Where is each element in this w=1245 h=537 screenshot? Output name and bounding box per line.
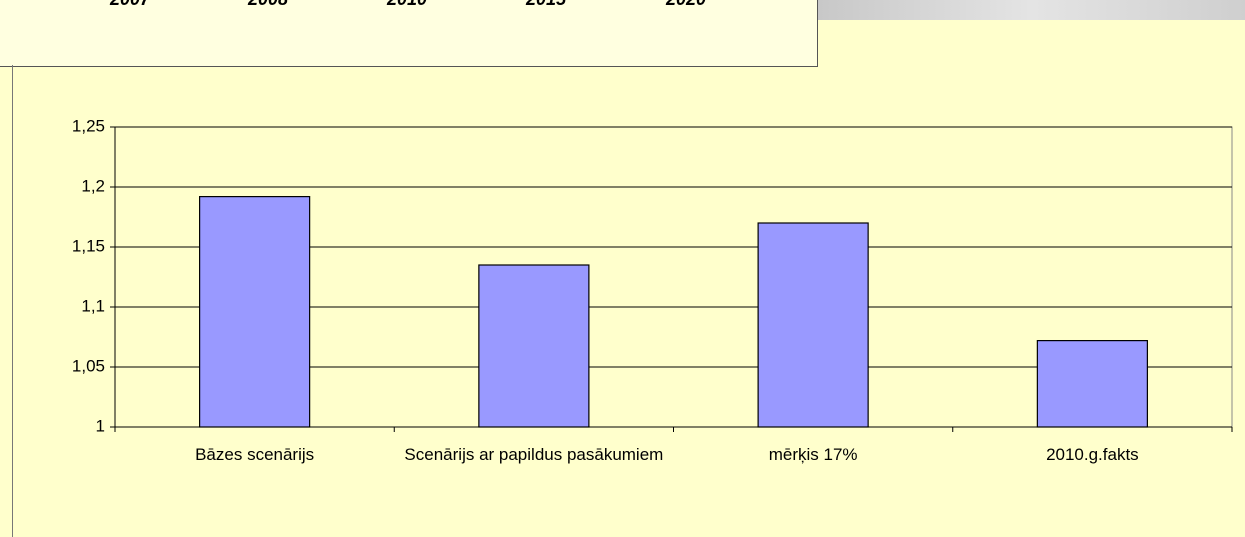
bar: [757, 222, 869, 428]
header-year: 2015: [525, 0, 567, 9]
bar: [478, 264, 590, 428]
header-year: 2020: [665, 0, 706, 9]
bar: [199, 196, 311, 428]
y-tick-label: 1: [96, 416, 105, 435]
x-tick-label: Scenārijs ar papildus pasākumiem: [404, 445, 664, 464]
y-tick-label: 1,15: [72, 236, 105, 255]
bar: [1036, 340, 1148, 428]
x-tick-label: Bāzes scenārijs: [195, 445, 315, 464]
header-year: 2010: [386, 0, 427, 9]
y-tick-label: 1,1: [81, 296, 105, 315]
header-year: 2008: [247, 0, 288, 9]
header-year: 2007: [109, 0, 151, 9]
y-tick-label: 1,25: [72, 116, 105, 135]
frame-line: [12, 65, 13, 537]
header-box: [0, 0, 818, 67]
y-tick-label: 1,2: [81, 176, 105, 195]
x-tick-label: mērķis 17%: [768, 445, 858, 464]
y-tick-label: 1,05: [72, 356, 105, 375]
x-tick-label: 2010.g.fakts: [1046, 445, 1139, 464]
header-strip: [818, 0, 1245, 20]
